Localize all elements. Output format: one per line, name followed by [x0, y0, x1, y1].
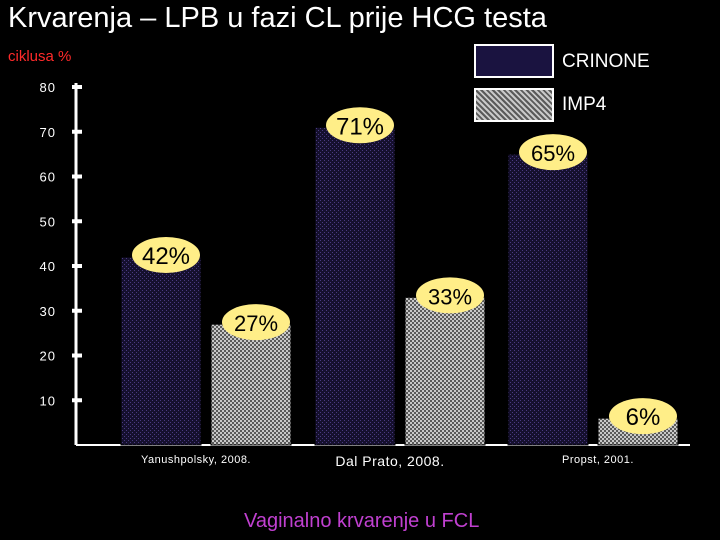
data-label-bubble [416, 277, 484, 314]
legend-swatch-imp4 [474, 88, 554, 122]
y-axis-label: ciklusa % [8, 48, 72, 65]
data-label: 65% [531, 141, 575, 166]
data-label-bubble [519, 134, 587, 171]
legend-label-crinone: CRINONE [562, 51, 650, 72]
data-label-bubble [132, 237, 200, 274]
bar-crinone-0 [120, 256, 202, 446]
bar-imp4-0 [210, 323, 292, 446]
y-tick-label: 80 [40, 80, 56, 95]
x-category-label: Yanushpolsky, 2008. [141, 454, 251, 466]
chart-caption: Vaginalno krvarenje u FCL [244, 510, 480, 532]
chart-title: Krvarenja – LPB u fazi CL prije HCG test… [8, 2, 547, 34]
y-tick-label: 10 [40, 393, 56, 408]
data-label: 33% [428, 284, 472, 309]
bar-imp4-1 [404, 296, 486, 446]
data-label: 71% [336, 113, 384, 140]
y-tick-label: 40 [40, 259, 56, 274]
legend-swatch-crinone [474, 44, 554, 78]
x-category-label: Propst, 2001. [562, 454, 634, 466]
y-tick-label: 60 [40, 170, 56, 185]
data-label: 42% [142, 243, 190, 270]
data-label-bubble [609, 398, 677, 435]
bar-crinone-1 [314, 126, 396, 446]
x-category-label: Dal Prato, 2008. [335, 453, 444, 469]
y-tick-label: 30 [40, 304, 56, 319]
data-label: 27% [234, 311, 278, 336]
data-label-bubble [222, 304, 290, 341]
legend-label-imp4: IMP4 [562, 94, 607, 115]
bar-crinone-2 [507, 153, 589, 446]
y-tick-label: 70 [40, 125, 56, 140]
y-tick-label: 50 [40, 214, 56, 229]
y-tick-label: 20 [40, 349, 56, 364]
data-label-bubble [326, 107, 394, 144]
data-label: 6% [626, 404, 661, 431]
